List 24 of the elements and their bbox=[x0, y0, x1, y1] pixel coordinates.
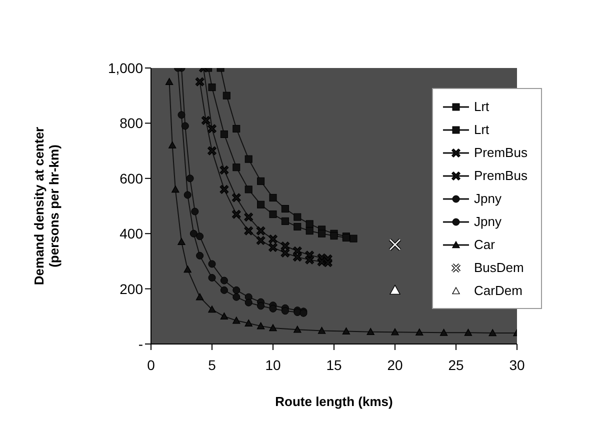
y-tick-label: 1,000 bbox=[108, 60, 144, 76]
y-tick-label: 400 bbox=[120, 226, 144, 242]
y-tick-label: - bbox=[138, 336, 144, 352]
legend-label: CarDem bbox=[474, 283, 522, 298]
y-tick-label: 600 bbox=[120, 170, 144, 186]
x-tick-label: 10 bbox=[265, 356, 281, 373]
y-tick-label: 800 bbox=[120, 115, 144, 132]
y-axis-title: Demand density at center (persons per hr-km) bbox=[32, 126, 62, 286]
x-axis-title: Route length (kms) bbox=[275, 394, 393, 409]
y-tick-label: 200 bbox=[120, 280, 144, 297]
legend-label: BusDem bbox=[474, 260, 524, 275]
x-tick-label: 5 bbox=[208, 356, 216, 373]
legend-label: Lrt bbox=[474, 99, 490, 114]
x-tick-label: 0 bbox=[147, 356, 156, 373]
x-tick-label: 25 bbox=[448, 356, 464, 373]
legend-label: PremBus bbox=[474, 168, 528, 183]
legend-label: Lrt bbox=[474, 122, 490, 137]
x-tick-label: 20 bbox=[387, 356, 403, 373]
legend-label: Car bbox=[474, 237, 495, 252]
legend-label: PremBus bbox=[474, 145, 528, 160]
legend-label: Jpny bbox=[474, 191, 502, 206]
x-tick-label: 15 bbox=[326, 356, 342, 373]
legend-label: Jpny bbox=[474, 214, 502, 229]
x-tick-label: 30 bbox=[509, 356, 525, 373]
